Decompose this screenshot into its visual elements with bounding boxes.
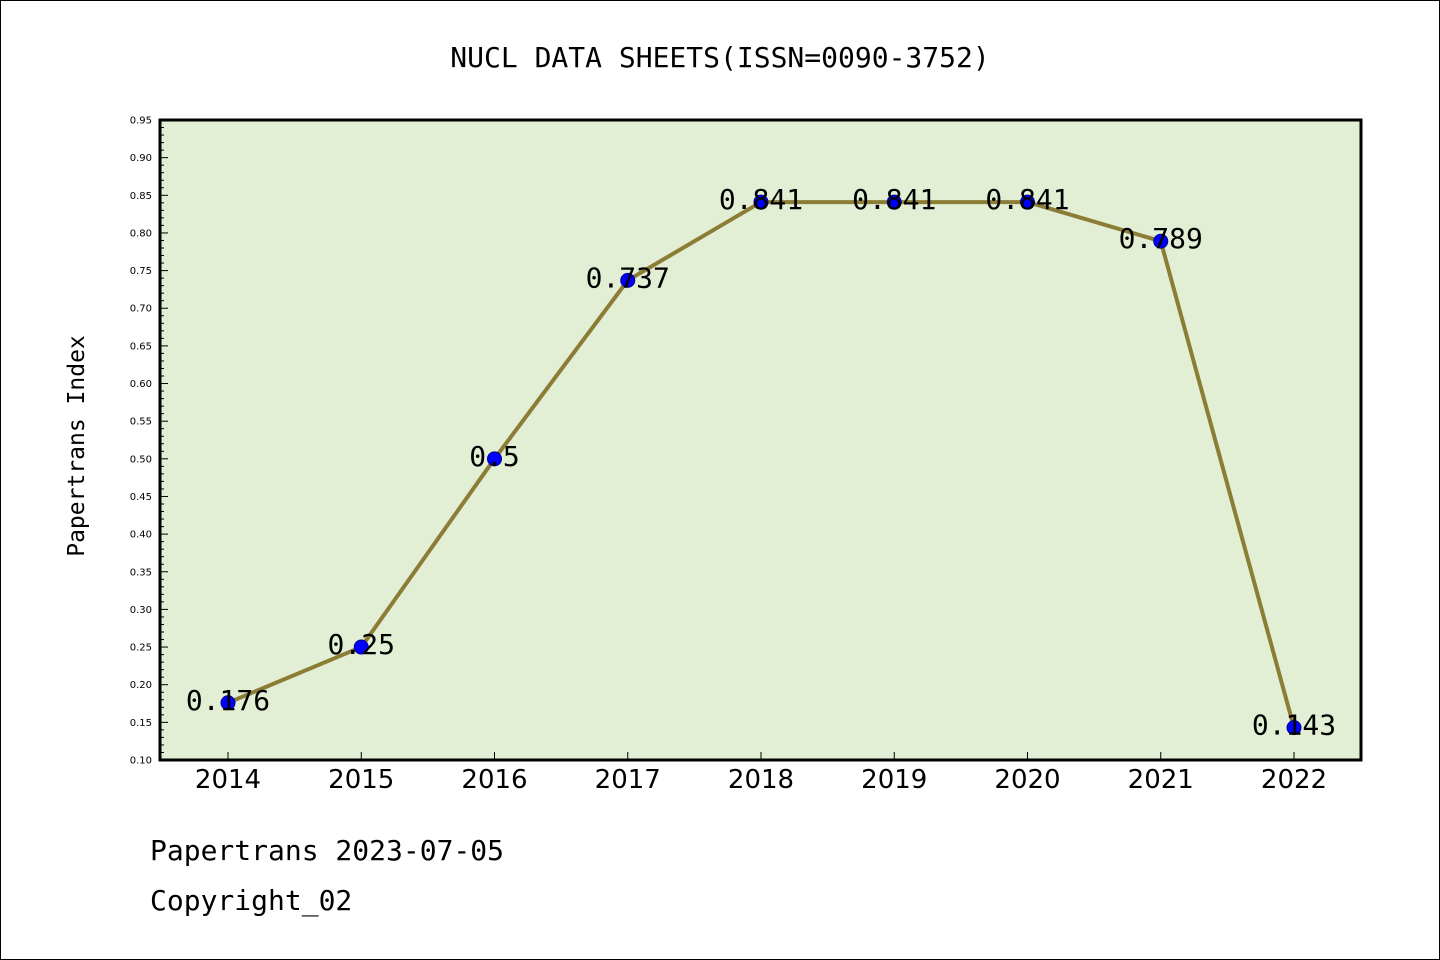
- data-point: [886, 194, 902, 210]
- y-tick-label: 0.75: [130, 266, 152, 277]
- data-point: [353, 639, 369, 655]
- data-label: 0.143: [1252, 709, 1336, 742]
- y-tick-label: 0.60: [130, 379, 152, 390]
- y-tick-label: 0.45: [130, 492, 152, 503]
- data-label: 0.5: [469, 440, 520, 473]
- data-label: 0.25: [328, 628, 395, 661]
- y-tick-label: 0.85: [130, 191, 152, 202]
- data-labels-layer: 0.176 0.25 0.5 0.737 0.841 0.841 0.841 0.789 0.1…: [186, 183, 1336, 742]
- data-point: [1020, 194, 1035, 210]
- x-tick-label: 2015: [328, 765, 394, 795]
- data-point: [487, 451, 502, 467]
- y-tick-label: 0.95: [130, 116, 152, 127]
- x-tick-label: 2014: [195, 765, 261, 795]
- data-label: 0.737: [586, 261, 670, 294]
- data-label: 0.841: [852, 183, 936, 216]
- y-tick-label: 0.25: [130, 643, 152, 654]
- y-tick-label: 0.55: [130, 417, 152, 428]
- y-tick-label: 0.90: [130, 153, 152, 164]
- x-tick-label: 2022: [1261, 765, 1327, 795]
- x-tick-label: 2021: [1128, 765, 1194, 795]
- y-tick-label: 0.50: [130, 454, 152, 465]
- y-tick-label: 0.20: [130, 680, 152, 691]
- axis-ticks: 0.10 0.15 0.20 0.25 0.30 0.35 0.40 0.45 0.50 0.55…: [130, 116, 1327, 796]
- y-tick-label: 0.80: [130, 228, 152, 239]
- data-label: 0.841: [719, 183, 803, 216]
- data-point: [220, 695, 236, 711]
- data-point: [1286, 720, 1302, 736]
- plot-border: [158, 118, 1363, 762]
- footer-date: Papertrans 2023-07-05: [150, 834, 505, 867]
- y-tick-label: 0.15: [130, 718, 152, 729]
- y-tick-label: 0.35: [130, 567, 152, 578]
- y-tick-label: 0.70: [130, 304, 152, 315]
- data-label: 0.841: [985, 183, 1069, 216]
- y-tick-label: 0.30: [130, 605, 152, 616]
- data-point: [620, 272, 636, 288]
- x-tick-label: 2016: [461, 765, 527, 795]
- x-tick-label: 2018: [728, 765, 794, 795]
- chart-title: NUCL DATA SHEETS(ISSN=0090-3752): [450, 41, 989, 74]
- y-tick-label: 0.65: [130, 341, 152, 352]
- data-point: [753, 194, 769, 210]
- series-line-layer: [220, 194, 1302, 736]
- y-tick-label: 0.10: [130, 756, 152, 767]
- y-axis-label: Papertrans Index: [64, 335, 90, 557]
- data-label: 0.176: [186, 684, 270, 717]
- data-label: 0.789: [1119, 222, 1203, 255]
- x-tick-label: 2020: [994, 765, 1060, 795]
- footer-copyright: Copyright_02: [150, 884, 353, 917]
- x-tick-label: 2017: [595, 765, 661, 795]
- x-tick-label: 2019: [861, 765, 927, 795]
- data-point: [1153, 233, 1169, 249]
- y-tick-label: 0.40: [130, 530, 152, 541]
